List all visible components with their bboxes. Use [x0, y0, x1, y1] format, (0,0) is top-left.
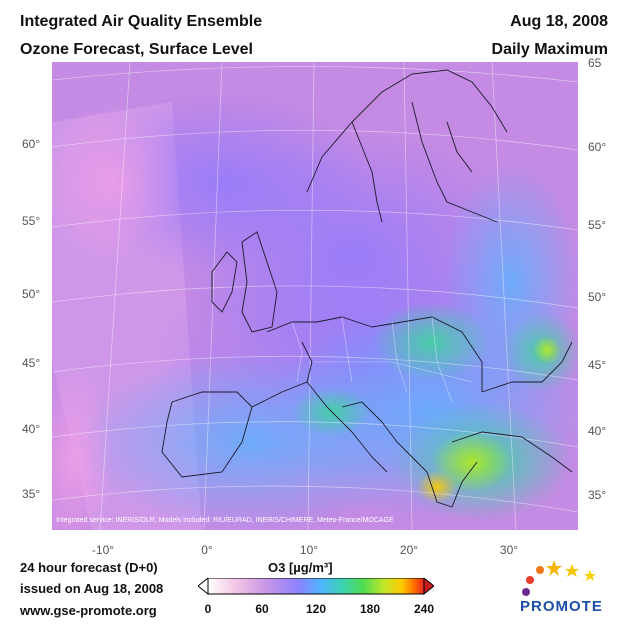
logo-wordmark: PROMOTE	[520, 598, 603, 615]
lat-label-right: 60°	[588, 140, 607, 154]
lat-label-right: 50°	[588, 290, 607, 304]
lat-label-right: 55°	[588, 218, 607, 232]
colorbar-tick: 0	[204, 602, 212, 616]
colorbar-max-arrow	[423, 578, 434, 596]
ozone-map	[52, 62, 578, 530]
lat-label-left: 55°	[22, 214, 41, 228]
lat-label-left: 60°	[22, 137, 41, 151]
lat-label-left: 35°	[22, 487, 41, 501]
lat-label-right: 35°	[588, 488, 607, 502]
lon-label: 30°	[499, 543, 519, 557]
lon-label: -10°	[91, 543, 115, 557]
colorbar	[198, 578, 434, 596]
lon-label: 10°	[299, 543, 319, 557]
lat-label-left: 50°	[22, 287, 41, 301]
logo-dot	[536, 566, 544, 574]
colorbar-min-arrow	[198, 578, 209, 596]
website-link[interactable]: www.gse-promote.org	[20, 603, 157, 618]
star-icon	[546, 560, 562, 576]
map-title-line1: Integrated Air Quality Ensemble	[20, 13, 263, 30]
star-icon	[565, 564, 579, 577]
logo-dot	[526, 576, 534, 584]
lat-label-right: 45°	[588, 358, 607, 372]
colorbar-title: O3 [µg/m³]	[268, 560, 333, 575]
forecast-date: Aug 18, 2008	[510, 13, 608, 30]
lat-label-left: 45°	[22, 356, 41, 370]
colorbar-tick: 240	[413, 602, 435, 616]
lat-label-right: 65	[588, 56, 602, 70]
promote-logo	[522, 560, 596, 596]
colorbar-tick: 120	[305, 602, 327, 616]
lat-label-right: 40°	[588, 424, 607, 438]
map-title-line2: Ozone Forecast, Surface Level	[20, 41, 253, 58]
lat-label-left: 40°	[22, 422, 41, 436]
star-icon	[584, 570, 596, 581]
lon-label: 20°	[399, 543, 419, 557]
forecast-horizon: 24 hour forecast (D+0)	[20, 560, 158, 575]
map-credit: Integrated service: INERIS/DLR; Models i…	[56, 517, 394, 524]
forecast-statistic: Daily Maximum	[491, 41, 608, 58]
colorbar-tick: 60	[255, 602, 269, 616]
colorbar-tick: 180	[359, 602, 381, 616]
issued-date: issued on Aug 18, 2008	[20, 581, 164, 596]
logo-dot	[522, 588, 530, 596]
lon-label: 0°	[201, 543, 213, 557]
colorbar-gradient	[207, 578, 425, 595]
